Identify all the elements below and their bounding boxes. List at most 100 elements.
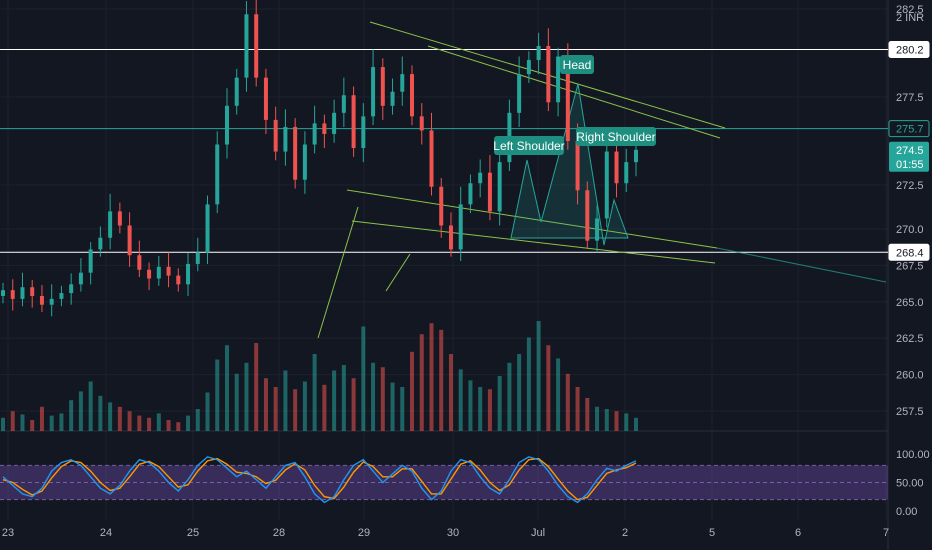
volume-bar — [117, 406, 122, 431]
price-tick-label: 262.5 — [896, 333, 924, 345]
volume-bar — [517, 354, 522, 431]
candle-body — [585, 190, 590, 241]
candle-body — [448, 225, 453, 250]
candle-body — [244, 14, 249, 78]
candle-body — [341, 95, 346, 113]
volume-bar — [361, 326, 366, 431]
volume-bar — [536, 321, 541, 431]
candle-body — [30, 287, 35, 296]
volume-bar — [108, 402, 113, 431]
volume-bar — [78, 391, 83, 431]
price-tick-label: 272.5 — [896, 180, 924, 192]
candle-body — [176, 275, 181, 285]
candle-body — [147, 269, 152, 279]
volume-bar — [448, 354, 453, 431]
annotation-box — [576, 127, 656, 146]
candle-body — [400, 74, 405, 92]
candle-body — [380, 67, 385, 106]
candle-body — [156, 266, 161, 279]
volume-bar — [293, 389, 298, 431]
candle-body — [234, 77, 239, 106]
volume-bar — [234, 373, 239, 431]
trendline-5 — [385, 253, 411, 292]
candle-body — [88, 249, 93, 273]
candle-body — [595, 218, 600, 241]
volume-bar — [302, 381, 307, 431]
price-tick-label: 265.0 — [896, 297, 924, 309]
candle-body — [390, 91, 395, 106]
price-tick-label: 277.5 — [896, 92, 924, 104]
price-tick-label: 260.0 — [896, 370, 924, 382]
time-tick-label: Jul — [531, 527, 545, 539]
time-tick-label: 7 — [883, 527, 889, 539]
volume-bar — [215, 359, 220, 431]
time-tick-label: 6 — [795, 527, 801, 539]
volume-bar — [497, 376, 502, 431]
candle-body — [546, 45, 551, 103]
volume-bar — [487, 389, 492, 431]
candle-body — [10, 290, 15, 299]
volume-bar — [614, 411, 619, 431]
candle-body — [195, 252, 200, 264]
candle-body — [624, 162, 629, 184]
volume-bar — [575, 387, 580, 431]
volume-bar — [224, 345, 229, 431]
currency-label: 2 INR — [896, 12, 924, 24]
volume-bar — [341, 365, 346, 431]
volume-bar — [468, 380, 473, 431]
volume-bar — [400, 387, 405, 431]
candle-body — [137, 255, 142, 270]
candle-body — [458, 204, 463, 250]
candle-body — [526, 60, 531, 75]
annotation-label: Left Shoulder — [493, 139, 564, 153]
candlesticks — [1, 0, 638, 317]
candle-body — [565, 56, 570, 141]
volume-bar — [604, 409, 609, 431]
candle-body — [49, 298, 54, 305]
price-tick-label: 267.5 — [896, 260, 924, 272]
price-axis[interactable]: 282.5 277.5 272.5 270.0 267.5 265.0 262.5 260.0… — [888, 4, 930, 518]
candle-body — [322, 123, 327, 134]
price-level-tag — [888, 120, 930, 138]
candle-body — [468, 183, 473, 205]
price-level-tag-label: 275.7 — [896, 124, 924, 136]
candle-body — [215, 144, 220, 205]
price-tick-label: 270.0 — [896, 224, 924, 236]
volume-bar — [380, 367, 385, 431]
volume-bar — [507, 362, 512, 431]
candle-body — [59, 293, 64, 299]
time-axis[interactable]: 23 24 25 28 29 30 Jul 2 5 6 7 — [2, 527, 889, 539]
volume-bar — [205, 392, 210, 431]
volume-bar — [585, 398, 590, 431]
candle-body — [478, 172, 483, 184]
oscillator-tick-label: 0.00 — [896, 506, 917, 518]
price-level-tag — [888, 40, 930, 58]
candle-body — [127, 225, 132, 256]
last-price-tag — [889, 141, 929, 172]
candle-body — [224, 105, 229, 145]
candle-body — [283, 126, 288, 152]
candle-body — [614, 151, 619, 184]
candle-body — [604, 151, 609, 219]
volume-bars — [1, 321, 638, 431]
candle-body — [410, 74, 415, 117]
candle-body — [634, 149, 638, 163]
candle-body — [1, 290, 5, 296]
time-tick-label: 5 — [709, 527, 715, 539]
trendline-1 — [427, 45, 721, 139]
price-tick-label: 257.5 — [896, 406, 924, 418]
last-price-countdown: 01:55 — [896, 159, 924, 171]
candle-body — [429, 130, 434, 187]
candle-body — [302, 144, 307, 180]
candle-body — [78, 272, 83, 285]
price-tick-label: 282.5 — [896, 4, 924, 16]
volume-bar — [312, 354, 317, 431]
time-tick-label: 25 — [187, 527, 199, 539]
volume-bar — [556, 358, 561, 431]
time-tick-label: 2 — [622, 527, 628, 539]
annotation-box — [494, 136, 564, 155]
trendline-extension — [716, 247, 887, 283]
volume-bar — [595, 406, 600, 431]
